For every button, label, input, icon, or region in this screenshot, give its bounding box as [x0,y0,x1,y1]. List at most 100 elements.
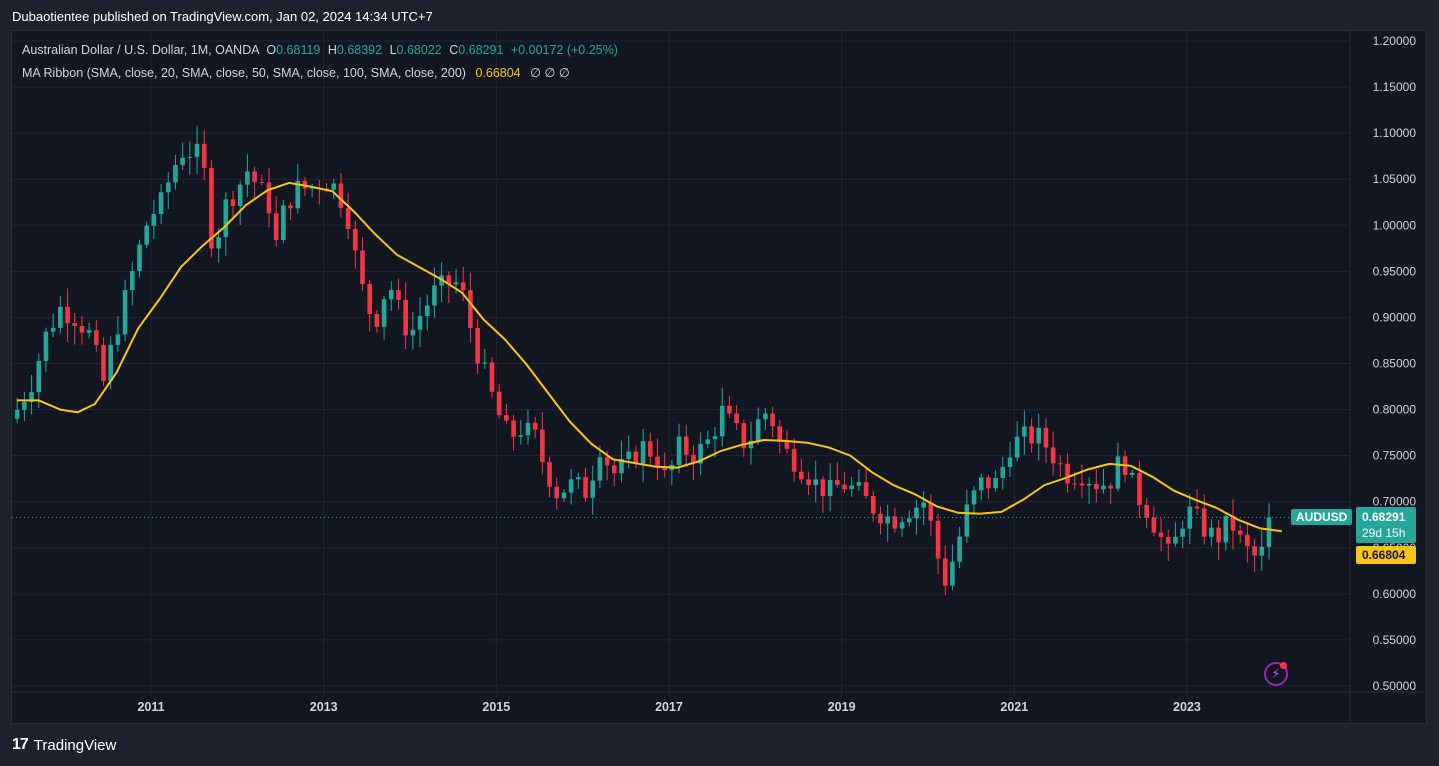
symbol-tag: AUDUSD [1291,509,1353,525]
candle-body [820,479,826,497]
candle-body [165,182,171,193]
time-tick-label: 2013 [310,700,338,714]
candle-body [921,502,926,508]
candle-body [295,180,301,209]
candle-body [1252,546,1257,556]
candle-body [108,344,114,381]
candle-body [1209,527,1214,537]
candle-body [518,435,524,437]
candle-body [115,334,121,345]
legend-indicator-row[interactable]: MA Ribbon (SMA, close, 20, SMA, close, 5… [22,65,570,80]
candle-body [237,184,243,206]
candle-body [14,409,20,419]
candle-body [417,316,423,330]
candle-body [525,422,531,436]
candle-body [374,314,380,327]
candle-body [1014,436,1020,458]
candle-body [1230,515,1236,531]
candle-body [935,520,941,559]
candle-body [468,290,473,328]
candle-body [691,454,696,464]
candle-body [1036,427,1042,444]
candle-body [496,391,502,416]
candle-body [791,448,797,472]
candle-body [230,199,236,206]
candle-body [79,325,85,333]
candle-body [835,480,840,485]
candle-body [906,518,912,523]
lightning-icon[interactable]: ⚡ [1264,662,1288,686]
candle-body [288,205,293,209]
candle-body [590,480,596,498]
candle-body [475,327,480,364]
price-tick-label: 0.70000 [1373,495,1417,509]
candle-body [1029,426,1034,444]
candle-body [1108,485,1114,489]
ma-value: 0.66804 [475,66,521,80]
instrument-name: Australian Dollar / U.S. Dollar, 1M, OAN… [22,43,259,57]
candle-body [928,502,934,521]
candle-body [446,275,452,285]
candle-body [1115,456,1121,489]
candle-body [554,486,560,499]
price-tick-label: 0.50000 [1373,679,1417,693]
close-value: 0.68291 [458,43,504,57]
candle-body [748,440,754,449]
last-price-label: 0.68291 [1362,510,1406,524]
candle-body [597,457,603,481]
close-key: C [449,43,459,57]
tv-logo-icon: 17 [12,736,29,753]
candle-body [259,182,265,184]
candle-body [942,558,948,586]
price-tick-label: 1.00000 [1373,218,1417,232]
candle-body [396,290,401,300]
candle-body [410,329,416,336]
candle-body [1094,483,1099,490]
candle-body [1101,485,1106,490]
candle-body [1194,506,1200,509]
candle-body [698,443,703,464]
candle-body [1237,530,1243,535]
candle-body [345,208,351,229]
last-price-tag: 0.68291 29d 15h [1356,507,1416,543]
candle-body [388,290,394,300]
candle-body [583,477,588,498]
candle-body [568,479,574,493]
candle-body [914,507,919,519]
candle-body [849,485,855,490]
candle-body [489,362,495,392]
chart-pane[interactable] [11,30,1427,724]
candle-body [338,183,344,209]
publish-info: Dubaotientee published on TradingView.co… [12,9,433,24]
candle-body [870,495,876,514]
candle-body [1180,528,1185,537]
candle-body [137,244,142,272]
candle-body [29,392,34,402]
time-tick-label: 2021 [1000,700,1028,714]
candle-body [58,306,63,328]
candle-body [647,441,653,457]
open-value: 0.68119 [276,43,321,57]
candle-body [1216,527,1221,543]
candle-body [511,420,516,437]
candle-body [273,213,279,241]
candle-body [151,213,157,226]
candle-body [1058,463,1063,465]
candle-body [331,183,337,190]
candle-body [705,439,711,444]
candle-body [367,284,373,315]
candle-body [842,484,847,490]
candle-body [1022,426,1027,437]
candle-body [734,413,739,424]
candle-body [676,436,682,465]
time-tick-label: 2019 [828,700,856,714]
price-axis: 1.20000 1.15000 1.10000 1.05000 1.00000 0.950… [1373,34,1417,693]
candle-body [158,192,164,214]
candle-body [266,182,272,214]
candle-body [899,522,905,529]
candles [14,125,1272,596]
candle-body [453,282,459,285]
tradingview-logo[interactable]: 17 TradingView [12,736,116,754]
candle-body [971,490,977,505]
